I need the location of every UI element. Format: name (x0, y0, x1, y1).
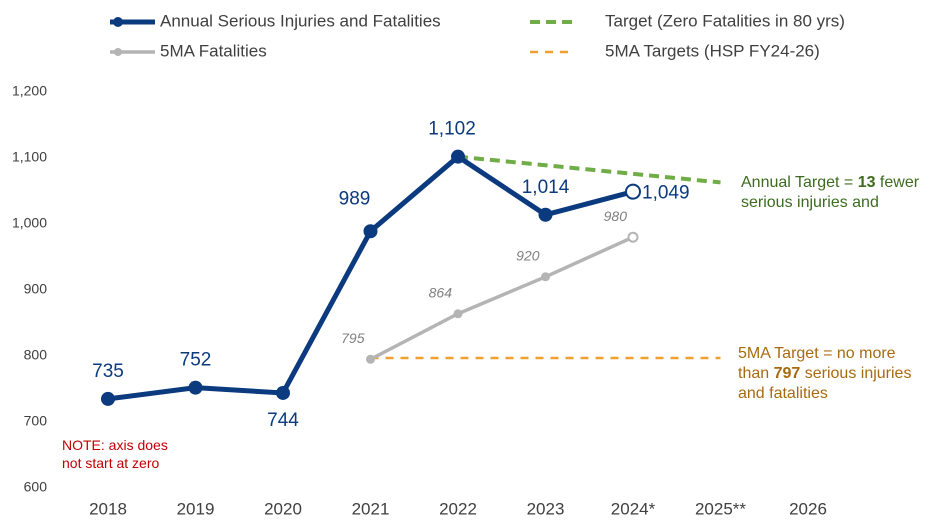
data-point (276, 385, 290, 400)
data-label: 795 (341, 330, 365, 346)
annotation-part: and fatalities (738, 385, 828, 402)
annotation: Annual Target = 13 fewer (741, 174, 920, 191)
data-point (451, 149, 465, 164)
annotation: not start at zero (62, 455, 159, 471)
data-point (541, 272, 550, 282)
data-point (453, 309, 463, 319)
data-point (625, 183, 641, 200)
y-tick-label: 1,200 (12, 83, 47, 99)
x-tick-label: 2019 (177, 499, 215, 518)
y-tick-label: 700 (24, 413, 48, 429)
data-label: 735 (92, 361, 124, 382)
data-label: 920 (516, 248, 540, 264)
annotation: serious injuries and (741, 194, 879, 211)
legend-label: Target (Zero Fatalities in 80 yrs) (605, 11, 845, 30)
annotation-part: serious injuries and (741, 194, 879, 211)
data-point (627, 231, 639, 243)
x-tick-label: 2024* (611, 499, 656, 518)
y-tick-label: 900 (24, 281, 48, 297)
annotation-part: 797 (774, 365, 801, 382)
data-label: 744 (267, 410, 299, 431)
annotation-part: Annual Target = (741, 174, 858, 191)
legend-label: 5MA Targets (HSP FY24-26) (605, 41, 820, 60)
y-tick-label: 800 (24, 347, 48, 363)
data-label: 1,049 (642, 183, 690, 204)
y-tick-label: 1,000 (12, 215, 47, 231)
annotation-part: than (738, 365, 774, 382)
data-point (188, 380, 203, 395)
annotation-part: 5MA Target = no more (738, 345, 896, 362)
annotation: NOTE: axis does (62, 437, 168, 453)
annotation-part: NOTE: axis does (62, 437, 168, 453)
data-label: 864 (429, 284, 453, 300)
annotation-part: fewer (875, 174, 919, 191)
series-line (369, 235, 634, 361)
x-tick-label: 2025** (695, 499, 746, 518)
x-tick-label: 2020 (264, 499, 302, 518)
annotation-part: 13 (858, 174, 876, 191)
x-tick-label: 2021 (352, 499, 390, 518)
legend-marker (114, 48, 122, 56)
y-tick-label: 600 (24, 479, 48, 495)
series-line (457, 154, 721, 185)
legend-marker (113, 17, 123, 27)
data-label: 1,102 (428, 119, 476, 140)
data-label: 1,014 (522, 177, 570, 198)
data-label: 980 (604, 208, 628, 224)
x-tick-label: 2026 (789, 499, 827, 518)
annotation: 5MA Target = no more (738, 345, 896, 362)
legend-label: 5MA Fatalities (160, 41, 267, 60)
x-tick-label: 2022 (439, 499, 477, 518)
annotation: than 797 serious injuries (738, 365, 911, 382)
x-tick-label: 2018 (89, 499, 127, 518)
data-point (101, 391, 115, 406)
data-point (366, 354, 375, 364)
annotation-part: not start at zero (62, 455, 159, 471)
y-tick-label: 1,100 (12, 149, 47, 165)
data-point (538, 207, 553, 222)
data-point (363, 224, 378, 239)
annotation: and fatalities (738, 385, 828, 402)
data-label: 752 (180, 350, 212, 371)
annotation-part: serious injuries (800, 365, 911, 382)
legend-label: Annual Serious Injuries and Fatalities (160, 11, 441, 30)
x-tick-label: 2023 (527, 499, 565, 518)
data-label: 989 (339, 188, 371, 209)
